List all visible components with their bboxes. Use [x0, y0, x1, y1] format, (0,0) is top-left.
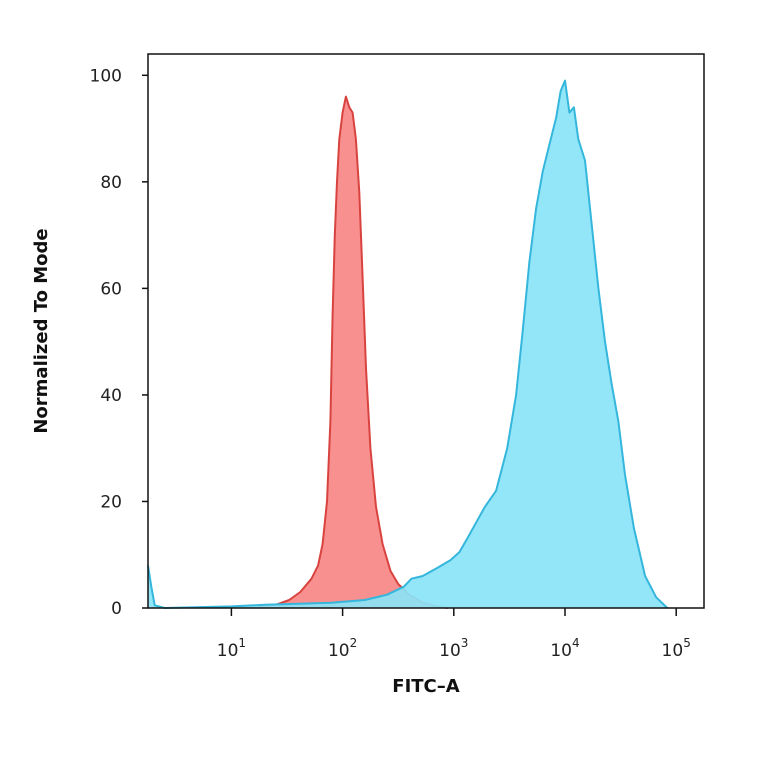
y-tick-label: 60: [100, 279, 122, 299]
x-tick-label: 104: [550, 636, 579, 661]
x-tick-label: 101: [217, 636, 246, 661]
y-tick-label: 100: [90, 66, 122, 86]
series-2-area: [148, 80, 668, 609]
x-tick-label: 103: [439, 636, 468, 661]
x-tick-label: 102: [328, 636, 357, 661]
series-1-area: [259, 96, 449, 608]
y-tick-label: 40: [100, 386, 122, 406]
y-tick-label: 80: [100, 173, 122, 193]
x-tick-label: 105: [662, 636, 691, 661]
series-1-line: [259, 95, 449, 609]
plot-frame: [147, 53, 705, 609]
y-axis-title: Normalized To Mode: [31, 228, 52, 433]
series-layer: [147, 79, 668, 609]
series-2-line: [147, 79, 668, 609]
ticks-layer: 0 20 40 60 80 100 101 102 103 104 105: [90, 66, 691, 661]
y-tick-label: 0: [111, 599, 122, 619]
x-axis-title: FITC–A: [392, 676, 459, 697]
y-tick-label: 20: [100, 492, 122, 512]
